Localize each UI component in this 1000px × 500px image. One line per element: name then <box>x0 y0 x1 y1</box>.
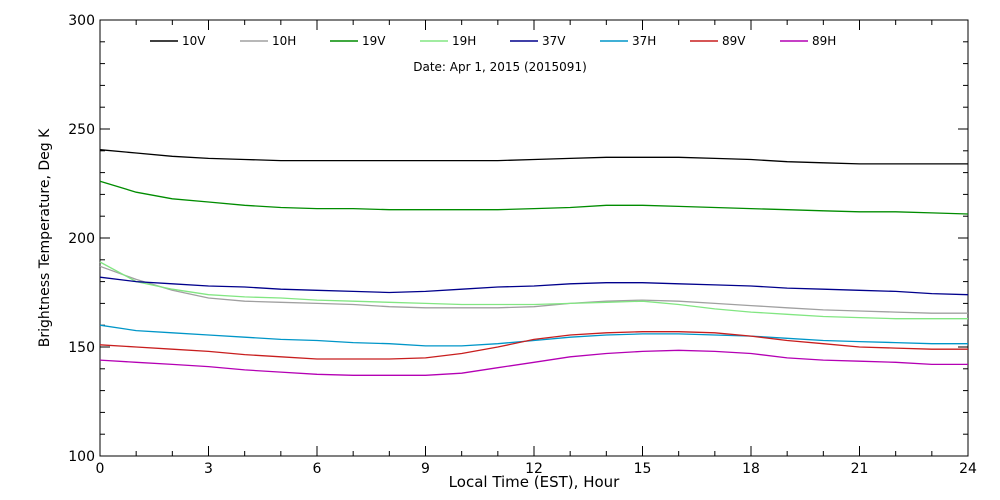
y-axis-ticks <box>100 19 968 457</box>
x-tick-label: 3 <box>204 461 213 477</box>
y-axis-tick-labels: 100 150 200 250 300 <box>68 13 95 465</box>
x-tick-label: 21 <box>851 461 869 477</box>
x-tick-label: 18 <box>742 461 760 477</box>
series-line-89h <box>99 349 968 376</box>
legend-label-89v: 89V <box>722 34 746 48</box>
series-line-37v <box>99 276 969 296</box>
series-line-19v <box>99 180 969 215</box>
series-line-19h <box>99 261 968 320</box>
series-lines <box>99 149 969 376</box>
y-tick-label: 250 <box>68 122 95 138</box>
series-line-10v <box>99 149 968 165</box>
y-tick-label: 150 <box>68 340 95 356</box>
series-line-37h <box>99 324 968 347</box>
legend-label-10v: 10V <box>182 34 206 48</box>
x-tick-label: 15 <box>634 461 652 477</box>
x-tick-label: 12 <box>525 461 543 477</box>
legend-label-89h: 89H <box>812 34 836 48</box>
legend: 10V 10H 19V 19H 37V 37H 89V 89H <box>150 34 836 48</box>
legend-label-37v: 37V <box>542 34 566 48</box>
series-line-10h <box>99 265 968 314</box>
x-tick-label: 6 <box>313 461 322 477</box>
legend-label-10h: 10H <box>272 34 296 48</box>
x-tick-label: 24 <box>959 461 977 477</box>
y-tick-label: 300 <box>68 13 95 29</box>
legend-label-19v: 19V <box>362 34 386 48</box>
x-tick-label: 0 <box>96 461 105 477</box>
x-axis-ticks <box>99 20 969 456</box>
chart-subtitle: Date: Apr 1, 2015 (2015091) <box>413 60 587 74</box>
series-line-89v <box>99 331 968 360</box>
y-axis-label: Brightness Temperature, Deg K <box>37 128 53 347</box>
y-tick-label: 200 <box>68 231 95 247</box>
x-tick-label: 9 <box>421 461 430 477</box>
legend-label-37h: 37H <box>632 34 656 48</box>
y-tick-label: 100 <box>68 449 95 465</box>
x-axis-label: Local Time (EST), Hour <box>449 473 620 491</box>
x-axis-tick-labels: 0 3 6 9 12 15 18 21 24 <box>96 461 977 477</box>
legend-label-19h: 19H <box>452 34 476 48</box>
